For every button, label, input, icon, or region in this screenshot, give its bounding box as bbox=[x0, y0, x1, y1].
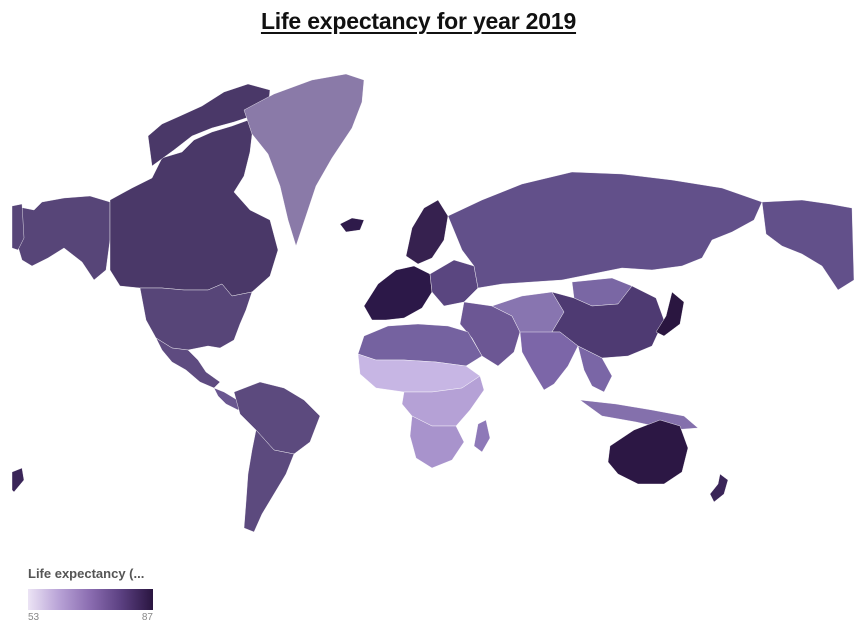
region-canada-arctic[interactable] bbox=[147, 83, 271, 167]
region-madagascar[interactable] bbox=[473, 419, 491, 453]
region-mexico[interactable] bbox=[155, 337, 221, 389]
region-alaska[interactable] bbox=[13, 195, 111, 281]
region-greenland[interactable] bbox=[243, 73, 365, 247]
legend-max-label: 87 bbox=[141, 612, 153, 623]
region-new-zealand[interactable] bbox=[709, 473, 729, 503]
legend-title: Life expectancy (... bbox=[28, 566, 145, 581]
region-far-east-russia[interactable] bbox=[761, 199, 854, 291]
region-scandinavia[interactable] bbox=[405, 199, 449, 265]
region-south-america-north[interactable] bbox=[233, 381, 321, 455]
region-japan[interactable] bbox=[655, 291, 685, 337]
region-southern-africa[interactable] bbox=[409, 415, 465, 469]
legend-ticks: 53 87 bbox=[28, 612, 153, 626]
world-map[interactable] bbox=[12, 70, 854, 540]
region-nz-west-edge[interactable] bbox=[12, 467, 25, 493]
legend: Life expectancy (... 53 87 bbox=[28, 566, 168, 626]
region-canada[interactable] bbox=[109, 117, 279, 297]
region-south-america-south[interactable] bbox=[243, 429, 295, 533]
region-australia[interactable] bbox=[607, 419, 689, 485]
region-indonesia[interactable] bbox=[579, 399, 699, 431]
region-central-africa[interactable] bbox=[401, 375, 485, 427]
legend-color-scale bbox=[28, 589, 153, 610]
region-iceland[interactable] bbox=[339, 217, 365, 233]
legend-min-label: 53 bbox=[28, 612, 40, 623]
map-title: Life expectancy for year 2019 bbox=[260, 8, 577, 34]
region-west-edge-alaska[interactable] bbox=[12, 203, 25, 251]
region-india[interactable] bbox=[519, 331, 579, 391]
region-eastern-europe[interactable] bbox=[429, 259, 479, 307]
region-russia[interactable] bbox=[447, 171, 763, 289]
region-western-europe[interactable] bbox=[363, 265, 433, 321]
region-north-africa[interactable] bbox=[357, 323, 483, 367]
region-southeast-asia[interactable] bbox=[577, 345, 613, 393]
